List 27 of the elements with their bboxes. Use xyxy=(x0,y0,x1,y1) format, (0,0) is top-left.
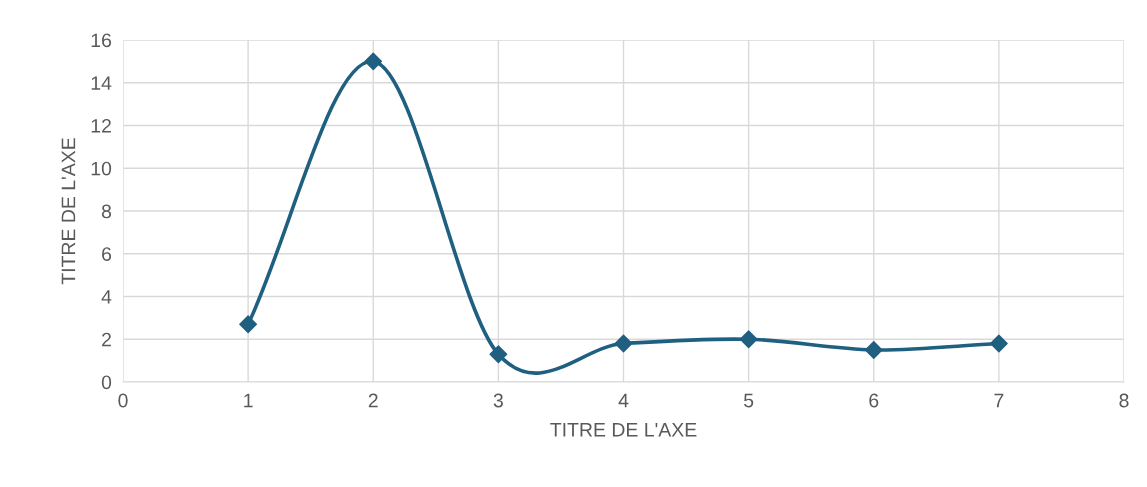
point xyxy=(239,315,258,334)
y-tick-label: 10 xyxy=(91,161,112,176)
point xyxy=(989,334,1008,353)
x-tick-label: 0 xyxy=(118,393,128,408)
x-tick-label: 4 xyxy=(618,393,629,408)
point xyxy=(864,341,883,359)
x-tick-label: 1 xyxy=(244,393,253,408)
y-tick-label: 4 xyxy=(101,290,112,304)
x-tick-label: 7 xyxy=(994,393,1004,408)
x-tick-label: 6 xyxy=(869,393,879,408)
y-tick-label: 2 xyxy=(102,332,111,347)
point xyxy=(614,334,633,353)
y-tick-label: 0 xyxy=(101,375,112,390)
x-tick-label: 3 xyxy=(493,393,503,408)
point xyxy=(489,345,508,364)
y-tick-label: 6 xyxy=(102,247,112,261)
y-tick-label: 12 xyxy=(91,118,111,133)
point xyxy=(739,330,758,349)
y-axis-title: TITRE DE L'AXE xyxy=(61,138,76,285)
x-tick-label: 2 xyxy=(368,393,378,408)
x-tick-label: 5 xyxy=(744,393,754,408)
point xyxy=(364,52,383,71)
y-tick-label: 8 xyxy=(101,204,112,219)
y-tick-label: 14 xyxy=(91,76,112,90)
x-tick-label: 8 xyxy=(1119,393,1129,408)
y-tick-label: 16 xyxy=(91,33,112,48)
x-axis-title: TITRE DE L'AXE xyxy=(550,423,697,437)
